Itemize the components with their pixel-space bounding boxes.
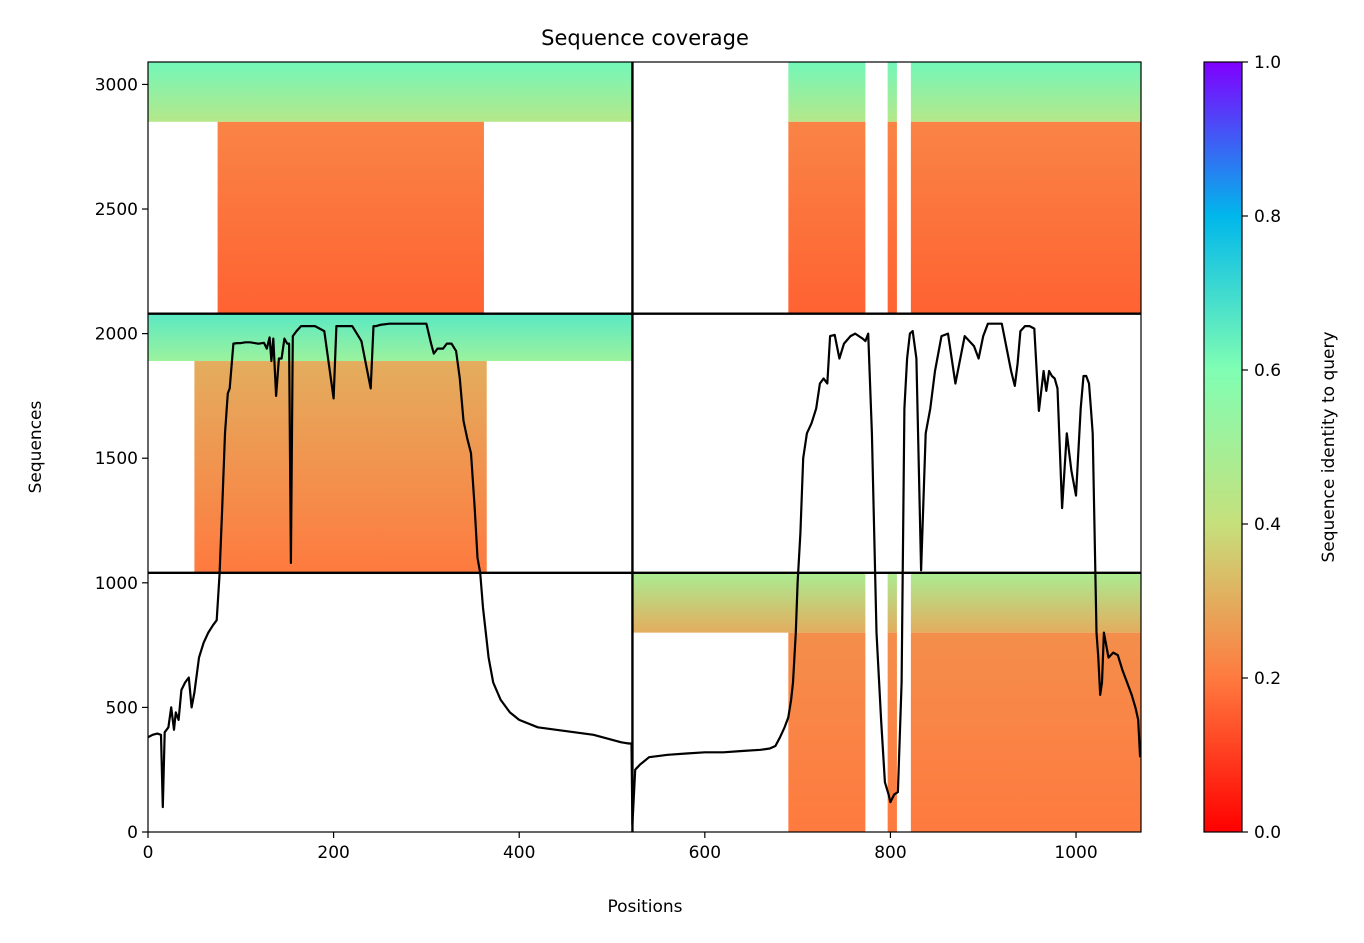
colorbar-tick-label: 0.2 xyxy=(1254,669,1281,689)
y-tick-label: 2500 xyxy=(95,200,138,220)
y-tick-label: 2000 xyxy=(95,325,138,345)
x-tick-label: 0 xyxy=(143,843,154,863)
x-tick-label: 200 xyxy=(317,843,349,863)
colorbar-tick-label: 0.0 xyxy=(1254,823,1281,843)
coverage-block xyxy=(788,121,1141,314)
plot-area xyxy=(148,62,1141,832)
colorbar-tick-label: 0.6 xyxy=(1254,361,1281,381)
coverage-block xyxy=(788,62,1141,122)
x-tick-label: 1000 xyxy=(1054,843,1097,863)
y-tick-label: 0 xyxy=(127,823,138,843)
x-axis-label: Positions xyxy=(607,897,682,917)
y-tick-label: 1000 xyxy=(95,574,138,594)
coverage-line xyxy=(148,322,1141,826)
coverage-gap xyxy=(865,62,888,832)
colorbar-tick-label: 0.4 xyxy=(1254,515,1281,535)
x-tick-label: 600 xyxy=(689,843,721,863)
plot-frame xyxy=(147,61,1142,833)
axes-frame xyxy=(147,61,1142,833)
chart-title: Sequence coverage xyxy=(541,26,749,50)
coverage-block xyxy=(148,313,633,362)
colorbar-gradient xyxy=(1203,61,1243,833)
y-axis-label: Sequences xyxy=(26,401,46,494)
coverage-block xyxy=(788,632,1141,832)
coverage-block xyxy=(194,361,487,573)
colorbar-tick-label: 1.0 xyxy=(1254,53,1281,73)
y-tick-label: 500 xyxy=(106,698,138,718)
axes: 0 200 400 600 800 1000 0 500 1000 1500 2000 2500 300… xyxy=(95,75,1098,863)
y-tick-label: 1500 xyxy=(95,449,138,469)
y-tick-label: 3000 xyxy=(95,75,138,95)
x-tick-label: 400 xyxy=(503,843,535,863)
coverage-block xyxy=(148,62,633,122)
x-tick-label: 800 xyxy=(874,843,906,863)
coverage-block xyxy=(217,121,484,314)
colorbar: 0.0 0.2 0.4 0.6 0.8 1.0 xyxy=(1203,53,1281,843)
colorbar-label: Sequence identity to query xyxy=(1319,331,1339,562)
colorbar-tick-label: 0.8 xyxy=(1254,207,1281,227)
